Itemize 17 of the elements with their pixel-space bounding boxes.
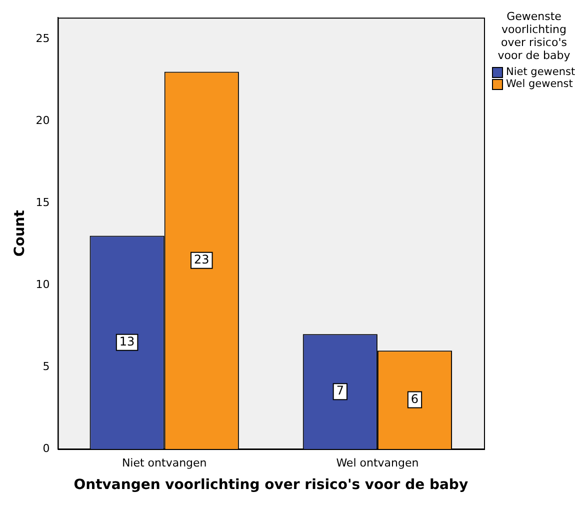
y-tick-label: 5 [42,360,50,373]
x-tick-label: Wel ontvangen [336,456,419,470]
data-label: 23 [194,252,210,266]
y-tick-label: 25 [36,32,50,45]
legend-label: Wel gewenst [506,78,573,90]
data-label: 7 [336,384,344,398]
y-tick-label: 15 [36,196,50,209]
data-label: 6 [410,392,419,406]
y-axis-title: Count [12,210,28,257]
data-label: 13 [119,334,135,349]
y-tick-label: 10 [36,278,50,291]
legend-label: Niet gewenst [506,66,575,78]
x-tick-label: Niet ontvangen [122,456,207,470]
legend-title: Gewenste voorlichting over risico's voor de baby [496,10,572,62]
y-tick-label: 20 [36,114,50,127]
y-tick-label: 0 [42,442,50,455]
x-axis-title: Ontvangen voorlichting over risico's voor de baby [74,477,468,494]
